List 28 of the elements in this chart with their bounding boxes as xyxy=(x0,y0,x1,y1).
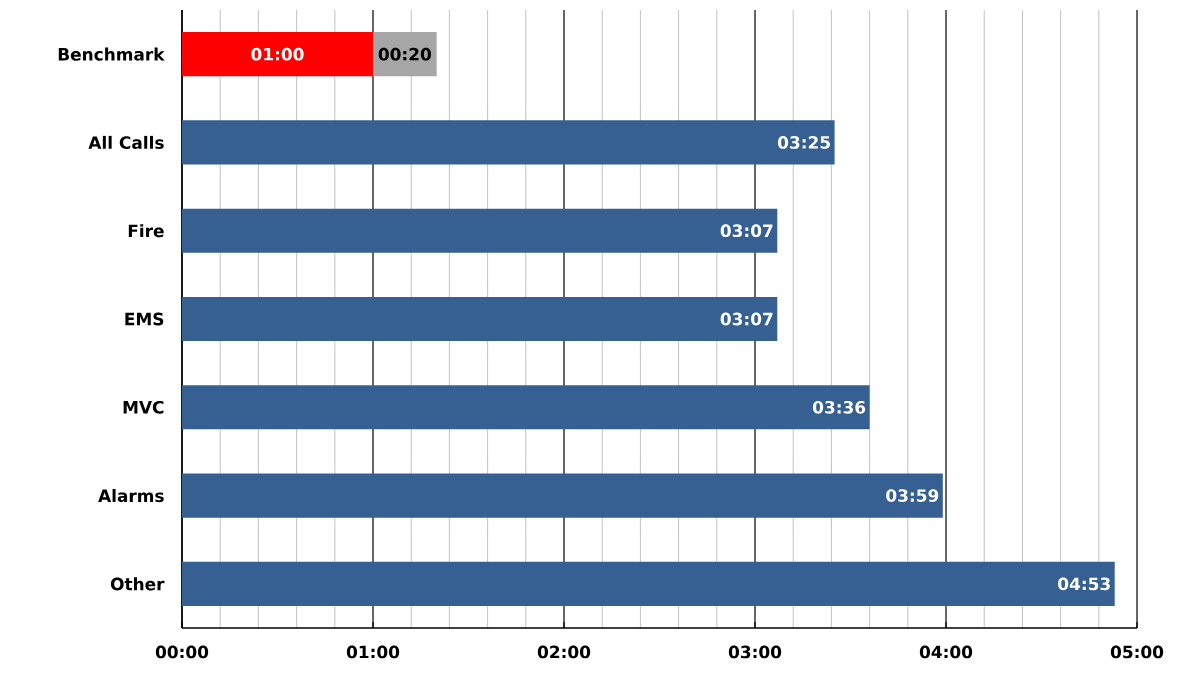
y-tick-label: Fire xyxy=(128,224,164,238)
x-tick-label: 01:00 xyxy=(346,645,400,659)
bar xyxy=(182,208,778,253)
y-tick-label: Alarms xyxy=(98,489,164,503)
x-tick-label: 02:00 xyxy=(537,645,591,659)
bar xyxy=(182,561,1115,606)
x-tick-label: 03:00 xyxy=(728,645,782,659)
bar xyxy=(182,296,778,342)
y-tick-label: Other xyxy=(110,577,165,591)
bar xyxy=(182,385,870,430)
data-label: 03:07 xyxy=(720,224,773,238)
bar xyxy=(182,32,373,77)
bar xyxy=(182,473,943,518)
y-tick-label: All Calls xyxy=(88,135,164,149)
data-label: 01:00 xyxy=(251,47,304,61)
data-label: 03:25 xyxy=(777,136,830,149)
x-tick-label: 00:00 xyxy=(155,645,209,659)
data-label: 03:07 xyxy=(720,312,773,326)
x-tick-label: 05:00 xyxy=(1110,645,1164,659)
y-tick-label: MVC xyxy=(123,400,164,414)
bar xyxy=(182,120,835,165)
data-label: 03:59 xyxy=(886,489,939,502)
data-label: 04:53 xyxy=(1058,577,1110,591)
data-label: 00:20 xyxy=(378,47,431,61)
x-tick-label: 04:00 xyxy=(919,645,973,659)
data-label: 03:36 xyxy=(812,400,866,414)
y-tick-label: EMS xyxy=(125,312,164,326)
y-tick-label: Benchmark xyxy=(58,47,165,61)
